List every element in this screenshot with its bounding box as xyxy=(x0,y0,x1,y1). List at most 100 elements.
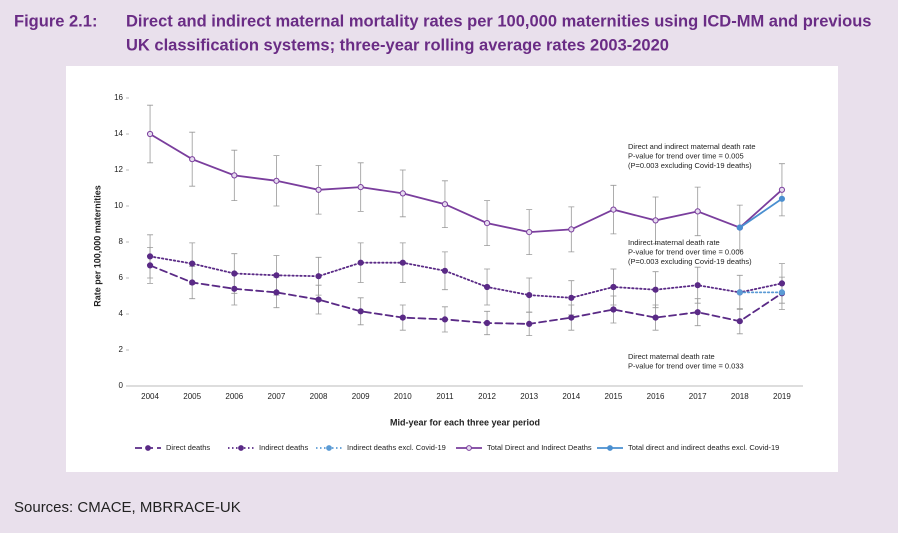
x-tick-label: 2006 xyxy=(225,392,243,401)
legend-label: Total direct and indirect deaths excl. C… xyxy=(628,443,779,452)
source: Sources: CMACE, MBRRACE-UK xyxy=(14,499,241,516)
data-point xyxy=(568,226,575,233)
data-point xyxy=(610,283,617,291)
y-tick-label: 0 xyxy=(119,381,124,390)
series-line xyxy=(149,255,783,299)
y-tick-label: 8 xyxy=(119,237,124,246)
data-point xyxy=(694,282,701,289)
data-point xyxy=(483,283,491,291)
data-point xyxy=(315,296,322,303)
x-tick-label: 2014 xyxy=(562,392,580,401)
legend-marker xyxy=(466,445,472,451)
data-point xyxy=(652,314,659,321)
x-tick-label: 2011 xyxy=(436,392,454,401)
data-point xyxy=(483,319,491,327)
legend-label: Total Direct and Indirect Deaths xyxy=(487,443,592,452)
x-tick-label: 2019 xyxy=(773,392,791,401)
data-point xyxy=(273,272,280,279)
data-point xyxy=(483,220,491,227)
x-tick-label: 2009 xyxy=(352,392,370,401)
x-axis-label: Mid-year for each three year period xyxy=(390,417,540,427)
data-point xyxy=(357,259,364,266)
y-tick-label: 2 xyxy=(119,345,124,354)
annotation: Direct maternal death rate xyxy=(628,352,715,361)
data-point xyxy=(652,217,659,224)
x-tick-label: 2007 xyxy=(268,392,286,401)
data-point xyxy=(189,279,196,286)
data-point xyxy=(736,318,743,325)
annotation: P-value for trend over time = 0.005 xyxy=(628,151,744,160)
data-point xyxy=(610,206,617,213)
legend-label: Indirect deaths excl. Covid-19 xyxy=(347,443,446,452)
data-point xyxy=(399,314,406,321)
data-point xyxy=(189,156,196,163)
x-tick-label: 2008 xyxy=(310,392,328,401)
data-point xyxy=(610,306,617,313)
series-line xyxy=(149,133,783,234)
data-point xyxy=(778,280,786,287)
x-tick-label: 2017 xyxy=(689,392,707,401)
annotation: Direct and indirect maternal death rate xyxy=(628,142,756,151)
legend-label: Direct deaths xyxy=(166,443,210,452)
x-tick-label: 2005 xyxy=(183,392,201,401)
data-point xyxy=(568,314,575,321)
annotation: (P=0.003 excluding Covid-19 deaths) xyxy=(628,161,752,170)
data-point xyxy=(694,208,701,215)
data-point xyxy=(273,289,280,296)
chart-title: Direct and indirect maternal mortality r… xyxy=(126,12,871,30)
data-point xyxy=(441,316,449,323)
data-point xyxy=(189,260,196,267)
series-line xyxy=(149,264,783,325)
data-point xyxy=(315,186,322,193)
legend-marker xyxy=(238,445,244,451)
data-point xyxy=(778,186,786,193)
x-tick-label: 2016 xyxy=(647,392,665,401)
series-line xyxy=(738,197,783,229)
x-tick-label: 2012 xyxy=(478,392,496,401)
data-point xyxy=(441,267,449,274)
data-point xyxy=(736,224,743,231)
x-tick-label: 2018 xyxy=(731,392,749,401)
data-point xyxy=(231,285,238,292)
data-point xyxy=(736,289,743,296)
data-point xyxy=(357,308,364,315)
y-tick-label: 6 xyxy=(119,273,124,282)
data-point xyxy=(231,270,238,277)
y-axis-label: Rate per 100,000 maternities xyxy=(92,185,102,307)
data-point xyxy=(778,195,786,202)
y-tick-label: 14 xyxy=(114,129,123,138)
data-point xyxy=(146,253,154,260)
y-tick-label: 12 xyxy=(114,165,123,174)
y-tick-label: 10 xyxy=(114,201,123,210)
annotation: Indirect maternal death rate xyxy=(628,238,720,247)
data-point xyxy=(778,289,786,296)
figure-label: Figure 2.1: xyxy=(14,12,97,30)
chart-title: UK classification systems; three-year ro… xyxy=(126,36,669,54)
legend-marker xyxy=(607,445,613,451)
chart-panel xyxy=(66,66,838,472)
annotation: (P=0.003 excluding Covid-19 deaths) xyxy=(628,257,752,266)
data-point xyxy=(694,309,701,316)
data-point xyxy=(526,292,533,299)
x-tick-label: 2010 xyxy=(394,392,412,401)
y-tick-label: 4 xyxy=(119,309,124,318)
data-point xyxy=(273,177,280,184)
x-tick-label: 2004 xyxy=(141,392,159,401)
data-point xyxy=(568,294,575,301)
data-point xyxy=(231,172,238,179)
x-tick-label: 2013 xyxy=(520,392,538,401)
data-point xyxy=(526,229,533,236)
data-point xyxy=(399,190,406,197)
legend-label: Indirect deaths xyxy=(259,443,308,452)
data-point xyxy=(441,201,449,208)
legend-marker xyxy=(145,445,151,451)
y-tick-label: 16 xyxy=(114,93,123,102)
data-point xyxy=(357,184,364,191)
data-point xyxy=(315,273,322,280)
annotation: P-value for trend over time = 0.033 xyxy=(628,361,744,370)
legend-marker xyxy=(326,445,332,451)
annotation: P-value for trend over time = 0.006 xyxy=(628,247,744,256)
data-point xyxy=(652,286,659,293)
